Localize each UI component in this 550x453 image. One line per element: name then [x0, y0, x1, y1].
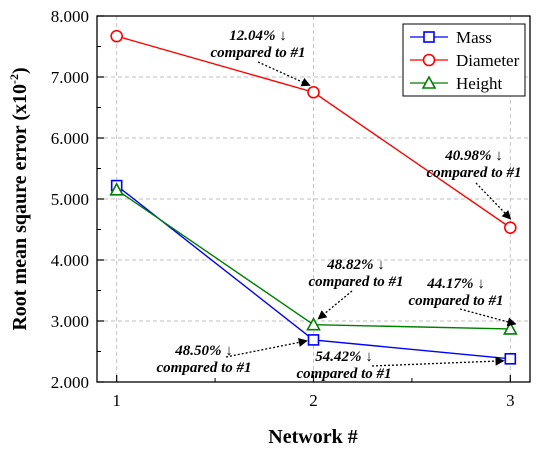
series-lines [109, 29, 518, 365]
x-tick-label: 2 [309, 391, 318, 410]
data-point-mass [307, 334, 320, 346]
legend-label-height: Height [456, 74, 503, 93]
data-point-diameter [307, 85, 320, 99]
annotation: 48.50% ↓compared to #1 [157, 337, 308, 376]
data-point-mass [504, 353, 517, 365]
annotation: 44.17% ↓compared to #1 [409, 276, 517, 327]
y-tick-label: 3.000 [51, 312, 89, 331]
annotation-percent: 12.04% ↓ [229, 28, 287, 44]
series-height [109, 182, 518, 335]
x-tick-labels: 1 2 3 [112, 391, 514, 410]
data-point-height [502, 321, 518, 335]
annotation: 48.82% ↓compared to #1 [309, 257, 404, 320]
legend-item-diameter: Diameter [410, 51, 520, 70]
x-tick-label: 3 [506, 391, 515, 410]
data-point-diameter [504, 221, 517, 234]
series-diameter [110, 29, 517, 234]
annotation-arrow [257, 61, 311, 87]
legend-item-mass: Mass [410, 28, 492, 47]
annotation-percent: 48.82% ↓ [326, 257, 385, 273]
legend: Mass Diameter Height [402, 23, 526, 97]
annotation-note: compared to #1 [157, 360, 252, 376]
axis-ticks [97, 15, 511, 383]
y-tick-label: 2.000 [51, 373, 89, 392]
y-axis-title: Root mean sqaure error (x10-2) [7, 67, 31, 330]
annotation-note: compared to #1 [211, 45, 306, 61]
annotation-arrow [371, 356, 505, 367]
y-tick-label: 8.000 [51, 7, 89, 26]
annotation-percent: 54.42% ↓ [315, 349, 373, 365]
annotation-percent: 44.17% ↓ [426, 276, 485, 292]
y-tick-label: 7.000 [51, 68, 89, 87]
annotation-percent: 48.50% ↓ [174, 343, 233, 359]
annotation: 40.98% ↓compared to #1 [427, 148, 522, 220]
annotation-note: compared to #1 [309, 274, 404, 290]
annotation-arrow [459, 308, 517, 327]
annotation: 12.04% ↓compared to #1 [211, 28, 311, 87]
annotation-arrow [317, 290, 353, 320]
y-tick-label: 5.000 [51, 190, 89, 209]
data-point-height [109, 182, 125, 196]
data-point-height [306, 316, 321, 331]
annotation-note: compared to #1 [297, 366, 392, 382]
y-tick-label: 6.000 [51, 129, 89, 148]
legend-item-height: Height [410, 74, 503, 93]
annotation: 54.42% ↓compared to #1 [297, 349, 505, 382]
x-tick-label: 1 [112, 391, 121, 410]
annotations: 12.04% ↓compared to #140.98% ↓compared t… [157, 28, 522, 382]
legend-label-diameter: Diameter [456, 51, 520, 70]
y-tick-label: 4.000 [51, 251, 89, 270]
x-axis-title: Network # [268, 426, 357, 448]
y-tick-labels: 2.000 3.000 4.000 5.000 6.000 7.000 8.000 [51, 7, 89, 392]
annotation-percent: 40.98% ↓ [444, 148, 503, 164]
annotation-arrow [225, 337, 308, 358]
annotation-arrow [475, 182, 512, 220]
annotation-note: compared to #1 [409, 293, 504, 309]
legend-label-mass: Mass [456, 28, 492, 47]
data-point-diameter [110, 29, 123, 43]
annotation-note: compared to #1 [427, 165, 522, 181]
